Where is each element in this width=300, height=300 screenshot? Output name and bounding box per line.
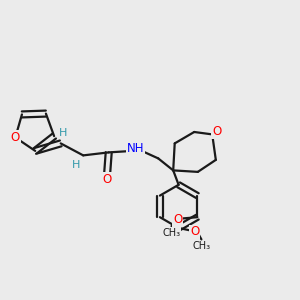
Text: O: O bbox=[212, 125, 221, 139]
Text: O: O bbox=[103, 173, 112, 186]
Text: CH₃: CH₃ bbox=[163, 228, 181, 238]
Text: CH₃: CH₃ bbox=[192, 241, 211, 251]
Text: O: O bbox=[173, 213, 182, 226]
Text: H: H bbox=[71, 160, 80, 170]
Text: O: O bbox=[190, 225, 199, 239]
Text: NH: NH bbox=[127, 142, 145, 155]
Text: O: O bbox=[11, 131, 20, 144]
Text: H: H bbox=[59, 128, 67, 139]
